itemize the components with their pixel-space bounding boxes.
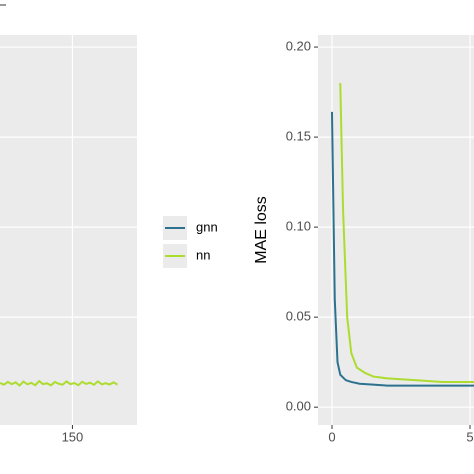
y-axis-label: MAE loss: [253, 196, 270, 264]
x-tick-label: 0: [328, 429, 335, 444]
y-tick-label: 0.00: [286, 399, 311, 414]
y-tick-label: 0.05: [286, 309, 311, 324]
legend-label: gnn: [196, 219, 218, 234]
line: [339, 83, 474, 383]
x-tick-label: 150: [62, 429, 84, 444]
line: [330, 111, 474, 387]
y-tick-label: 0.15: [286, 129, 311, 144]
y-tick-label: 0.20: [286, 39, 311, 54]
x-tick-label: 5: [466, 429, 473, 444]
y-tick-label: 0.10: [286, 219, 311, 234]
line: [0, 379, 118, 387]
panel: [0, 35, 137, 425]
legend-label: nn: [196, 247, 210, 262]
